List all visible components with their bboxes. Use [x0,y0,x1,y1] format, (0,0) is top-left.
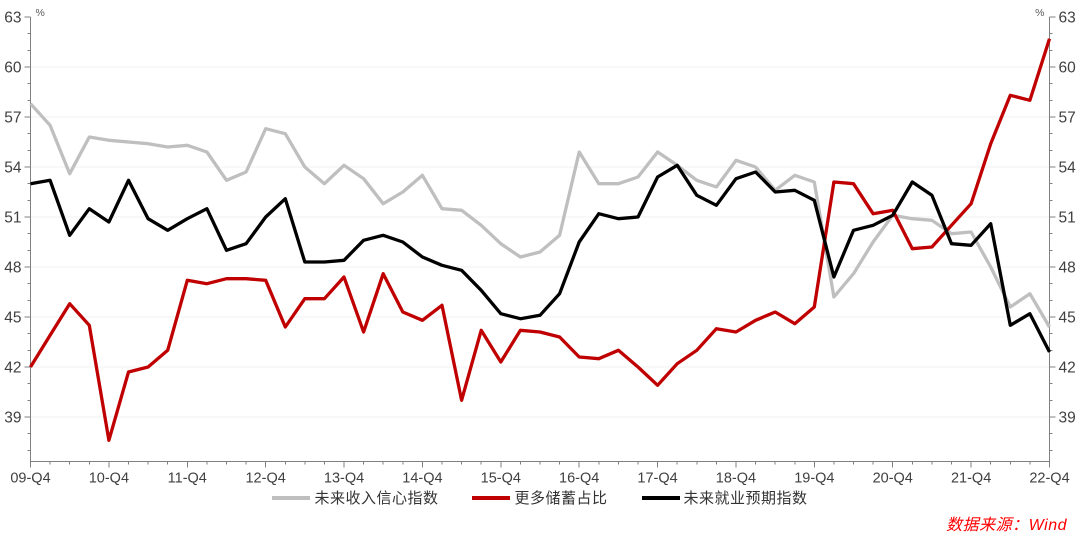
series-line-2 [30,163,1051,353]
gray-line-swatch-icon [272,495,311,500]
svg-text:14-Q4: 14-Q4 [402,471,442,487]
legend-label: 未来收入信心指数 [314,490,439,507]
svg-text:57: 57 [4,110,21,127]
svg-text:63: 63 [4,10,21,27]
svg-text:45: 45 [4,310,21,327]
legend-item-employment-expectation: 未来就业预期指数 [641,487,808,508]
svg-text:13-Q4: 13-Q4 [324,471,364,487]
svg-text:11-Q4: 11-Q4 [168,471,207,487]
black-line-swatch-icon [641,495,680,500]
gridlines [30,66,1050,418]
legend-item-income-confidence: 未来收入信心指数 [272,487,438,508]
svg-text:18-Q4: 18-Q4 [716,471,756,487]
y-axis-ticks [24,16,1056,468]
svg-text:%: % [36,7,45,19]
svg-text:60: 60 [4,60,22,77]
data-source-note: 数据来源：Wind [946,517,1067,534]
legend-label: 更多储蓄占比 [514,490,608,507]
svg-text:%: % [1035,7,1044,19]
svg-text:09-Q4: 09-Q4 [10,471,50,487]
svg-text:19-Q4: 19-Q4 [794,471,834,487]
svg-text:63: 63 [1059,10,1076,27]
svg-text:42: 42 [1059,360,1076,377]
svg-text:48: 48 [4,260,21,277]
svg-text:51: 51 [4,210,21,227]
svg-text:17-Q4: 17-Q4 [637,471,677,487]
svg-text:39: 39 [1059,410,1076,427]
svg-text:57: 57 [1059,110,1076,127]
svg-text:54: 54 [1059,160,1077,177]
axes [30,17,1050,462]
svg-text:45: 45 [1059,310,1076,327]
series-line-0 [29,102,1051,328]
svg-text:20-Q4: 20-Q4 [873,471,913,487]
svg-text:54: 54 [4,160,22,177]
svg-text:21-Q4: 21-Q4 [951,471,991,487]
svg-text:10-Q4: 10-Q4 [89,471,129,487]
legend-label: 未来就业预期指数 [683,490,808,507]
svg-text:60: 60 [1059,60,1077,77]
red-line-swatch-icon [472,495,511,500]
svg-text:12-Q4: 12-Q4 [245,471,285,487]
axis-tick-labels: 39 39 42 42 45 45 48 48 51 51 54 54 57 57 60 60 63 63% % 09… [4,7,1076,487]
legend-item-more-savings: 更多储蓄占比 [472,487,607,508]
svg-text:42: 42 [4,360,21,377]
svg-text:48: 48 [1059,260,1076,277]
svg-text:51: 51 [1059,210,1076,227]
svg-text:39: 39 [4,410,21,427]
svg-text:15-Q4: 15-Q4 [481,471,521,487]
svg-text:16-Q4: 16-Q4 [559,471,599,487]
chart-legend: 未来收入信心指数 更多储蓄占比 未来就业预期指数 [0,487,1080,508]
series-line-1 [29,38,1052,442]
svg-text:22-Q4: 22-Q4 [1029,471,1069,487]
